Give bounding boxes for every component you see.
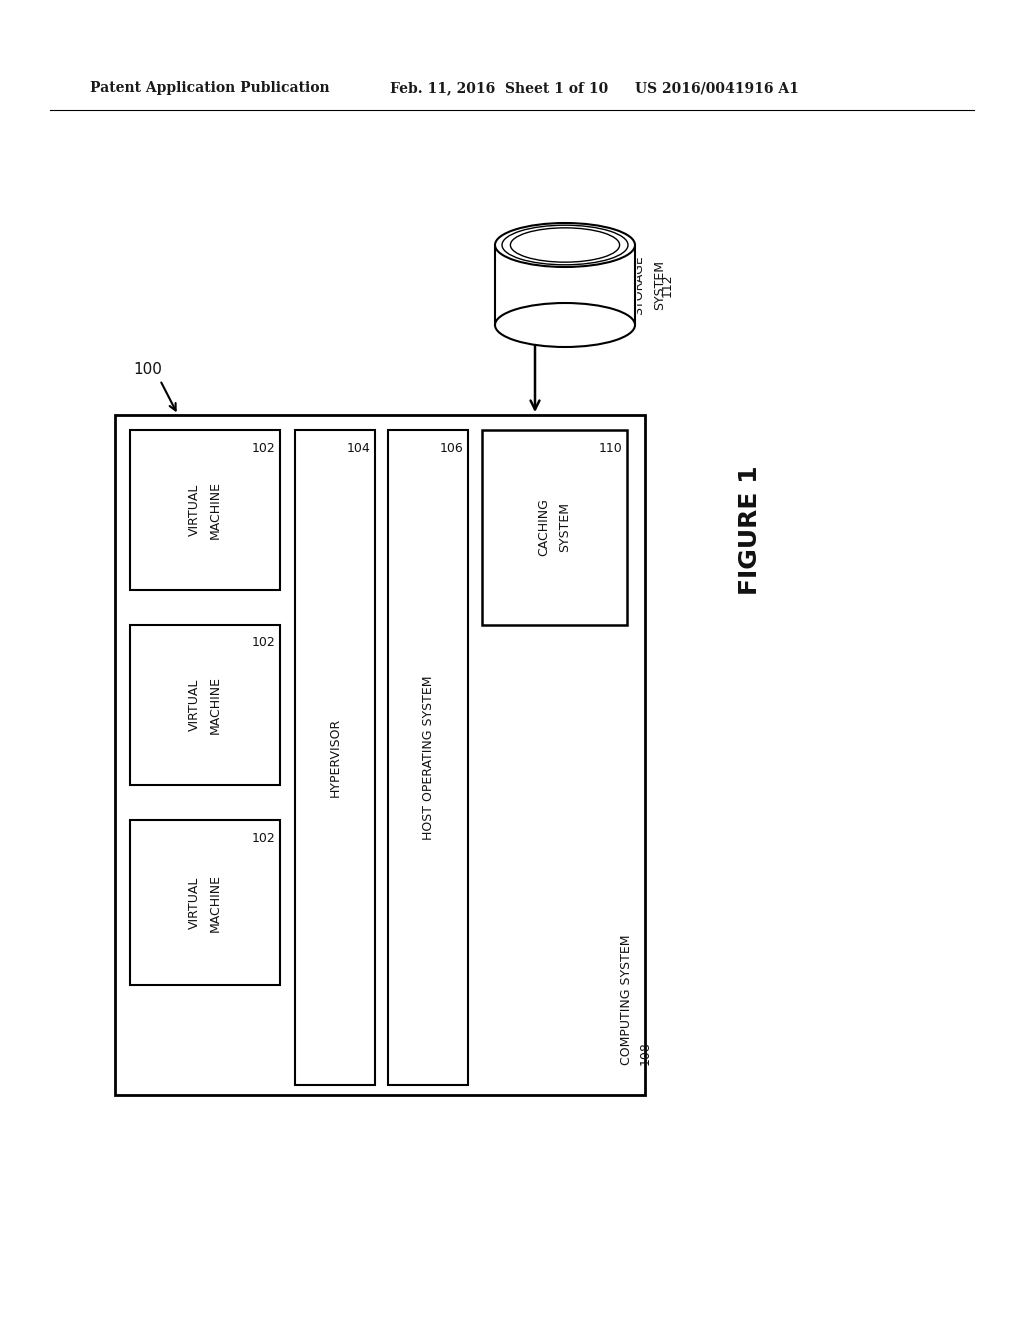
Bar	[130, 820, 280, 985]
Text: 112: 112	[660, 273, 674, 297]
Bar	[295, 430, 375, 1085]
Text: 108: 108	[639, 1041, 651, 1065]
Text: 106: 106	[439, 441, 463, 454]
Bar	[130, 624, 280, 785]
Ellipse shape	[495, 304, 635, 347]
Text: VIRTUAL
MACHINE: VIRTUAL MACHINE	[188, 676, 222, 734]
Text: Patent Application Publication: Patent Application Publication	[90, 81, 330, 95]
Text: STORAGE
SYSTEM: STORAGE SYSTEM	[632, 255, 666, 315]
Text: CACHING
SYSTEM: CACHING SYSTEM	[538, 499, 571, 557]
Bar	[130, 430, 280, 590]
Bar	[495, 246, 635, 325]
Text: FIGURE 1: FIGURE 1	[738, 465, 762, 595]
Text: 110: 110	[598, 441, 622, 454]
Bar	[115, 414, 645, 1096]
Text: 102: 102	[251, 832, 275, 845]
Bar	[482, 430, 627, 624]
Text: 100: 100	[133, 363, 163, 378]
Text: VIRTUAL
MACHINE: VIRTUAL MACHINE	[188, 480, 222, 539]
Text: Feb. 11, 2016  Sheet 1 of 10: Feb. 11, 2016 Sheet 1 of 10	[390, 81, 608, 95]
Text: HYPERVISOR: HYPERVISOR	[329, 718, 341, 797]
Text: COMPUTING SYSTEM: COMPUTING SYSTEM	[621, 935, 634, 1065]
Text: 104: 104	[346, 441, 370, 454]
Ellipse shape	[495, 223, 635, 267]
Text: US 2016/0041916 A1: US 2016/0041916 A1	[635, 81, 799, 95]
Bar	[388, 430, 468, 1085]
Text: 102: 102	[251, 441, 275, 454]
Text: VIRTUAL
MACHINE: VIRTUAL MACHINE	[188, 874, 222, 932]
Text: HOST OPERATING SYSTEM: HOST OPERATING SYSTEM	[422, 676, 434, 840]
Text: 102: 102	[251, 636, 275, 649]
